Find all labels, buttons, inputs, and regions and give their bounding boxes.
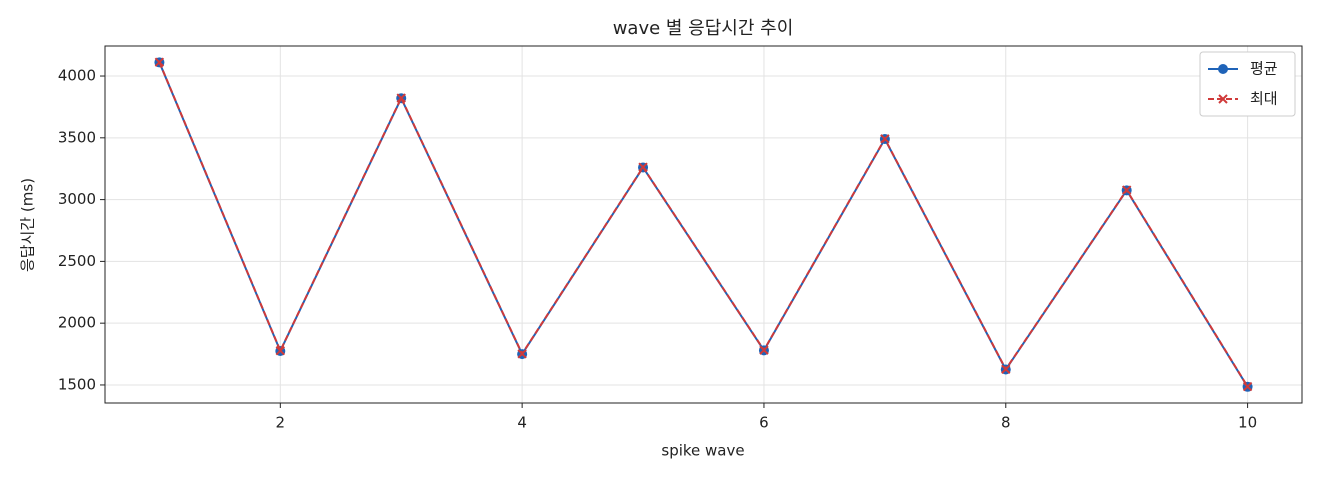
legend-marker — [1218, 64, 1228, 74]
point — [759, 345, 769, 355]
point — [1001, 364, 1011, 374]
point-cross — [638, 162, 648, 172]
x-axis-label: spike wave — [661, 442, 744, 460]
point-cross — [275, 346, 286, 356]
point-cross — [759, 345, 769, 355]
point — [1121, 185, 1132, 195]
x-tick-label: 4 — [517, 414, 527, 432]
legend-label: 평균 — [1250, 60, 1278, 78]
point-cross — [880, 134, 890, 144]
legend-label: 최대 — [1250, 90, 1278, 108]
y-tick-label: 3000 — [58, 190, 96, 208]
y-tick-label: 4000 — [58, 67, 96, 85]
point — [638, 162, 648, 172]
y-tick-label: 1500 — [58, 375, 96, 393]
x-tick-label: 2 — [276, 414, 286, 432]
point-cross — [154, 57, 165, 67]
x-tick-label: 8 — [1001, 414, 1011, 432]
y-axis-label: 응답시간 (ms) — [19, 178, 37, 272]
point — [154, 57, 165, 67]
point — [1242, 381, 1253, 392]
x-tick-label: 6 — [759, 414, 769, 432]
point-cross — [1242, 381, 1253, 392]
point — [880, 134, 890, 144]
point-cross — [1001, 364, 1011, 374]
point — [275, 346, 286, 356]
point-cross — [396, 93, 406, 103]
y-tick-label: 2000 — [58, 314, 96, 332]
y-tick-label: 2500 — [58, 252, 96, 270]
series-line — [158, 61, 1249, 388]
series-line — [158, 62, 1249, 388]
point — [517, 349, 527, 359]
legend-marker — [1218, 94, 1228, 104]
chart-title: wave 별 응답시간 추이 — [613, 18, 794, 39]
point-cross — [1121, 185, 1132, 195]
y-tick-label: 3500 — [58, 128, 96, 146]
x-tick-label: 10 — [1238, 414, 1257, 432]
point — [396, 93, 406, 103]
plot-frame — [104, 45, 1303, 404]
legend-box — [1199, 51, 1296, 117]
point-cross — [517, 349, 527, 359]
